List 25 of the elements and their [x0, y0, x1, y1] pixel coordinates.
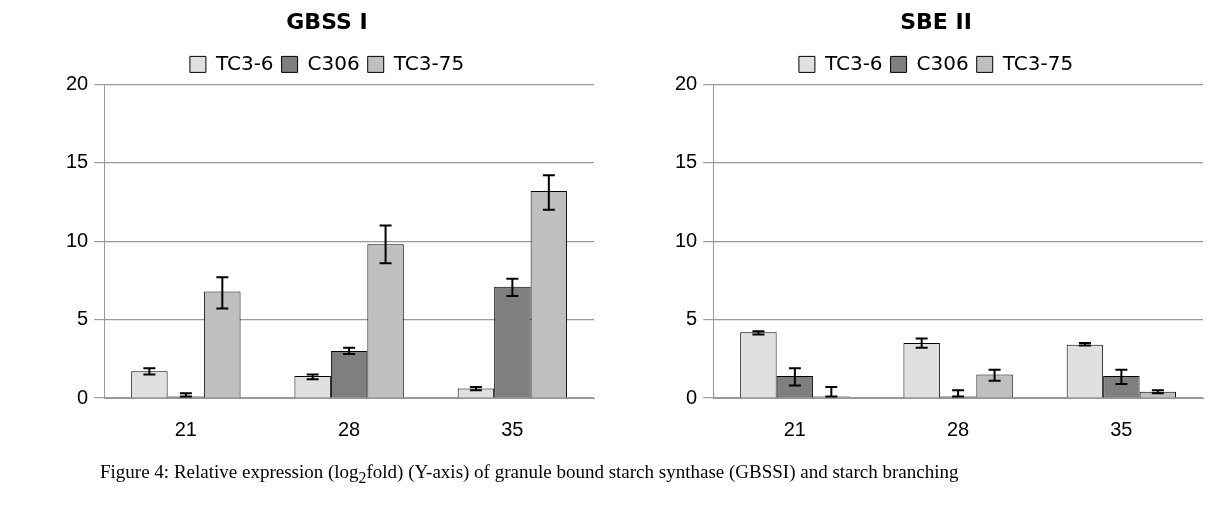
legend-label: TC3-6	[823, 50, 883, 75]
x-tick-label: 28	[947, 417, 970, 440]
y-tick-label: 0	[686, 385, 698, 408]
y-tick-label: 5	[77, 307, 89, 330]
y-tick-label: 20	[675, 71, 698, 94]
y-tick-label: 0	[77, 385, 89, 408]
y-tick-label: 10	[675, 228, 698, 251]
legend-label: C306	[916, 50, 969, 75]
x-tick-label: 35	[501, 417, 524, 440]
legend-label: C306	[307, 50, 360, 75]
x-tick-label: 35	[1110, 417, 1133, 440]
y-tick-label: 15	[675, 150, 698, 173]
caption: Figure 4: Relative expression (log$_{2}$fold) (Y-axis) of granule bound starch synthase (GBSSI) and starch branching	[100, 461, 960, 487]
y-tick-label: 10	[66, 228, 89, 251]
legend-label: TC3-6	[214, 50, 274, 75]
y-tick-label: 20	[66, 71, 89, 94]
x-tick-label: 28	[338, 417, 361, 440]
legend-label: TC3-75	[1001, 50, 1074, 75]
chart-title: SBE II	[900, 8, 972, 34]
x-tick-label: 21	[783, 417, 806, 440]
y-tick-label: 15	[66, 150, 89, 173]
legend-label: TC3-75	[392, 50, 465, 75]
chart-title: GBSS I	[286, 8, 368, 34]
x-tick-label: 21	[174, 417, 197, 440]
y-tick-label: 5	[686, 307, 698, 330]
